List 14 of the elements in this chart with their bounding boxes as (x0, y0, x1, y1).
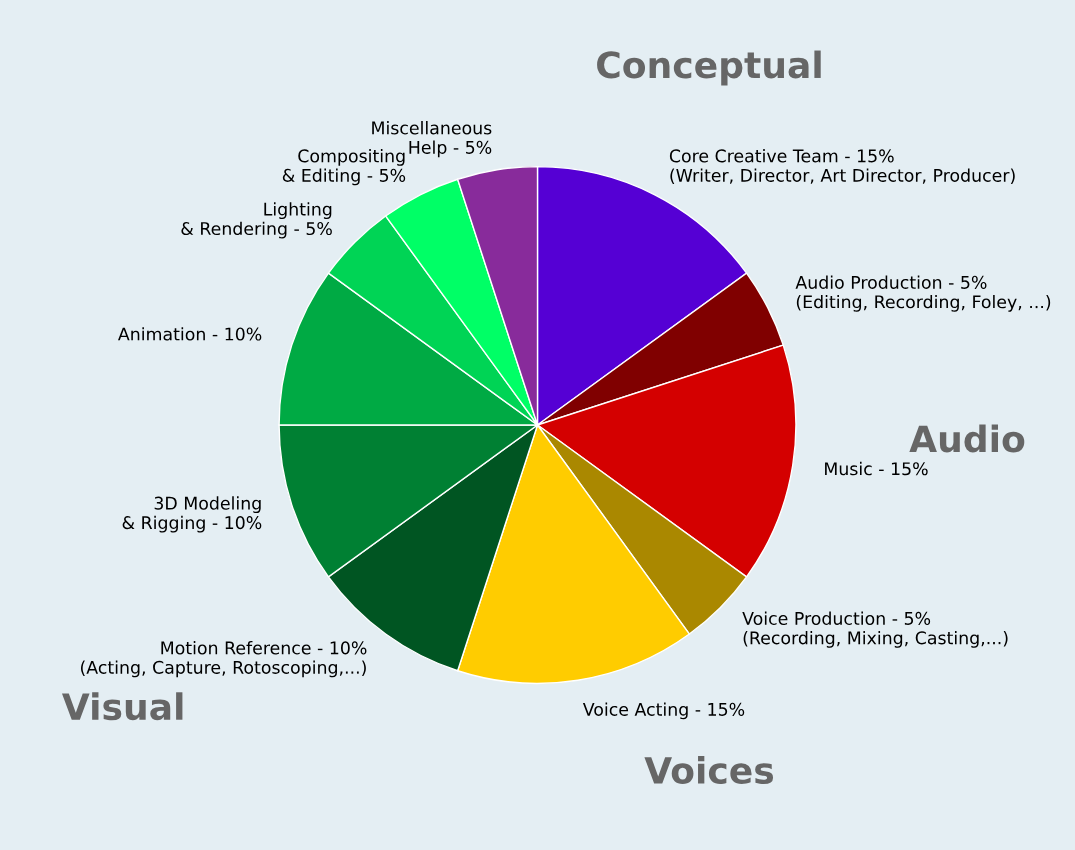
slice-label: Core Creative Team - 15% (Writer, Director, Art Director, Producer) (669, 149, 1015, 184)
slice-label: Animation - 10% (118, 327, 262, 341)
slice-label: Music - 15% (825, 461, 928, 476)
slice-label: Motion Reference - 10% (Acting, Capture, Rotoscoping,...) (80, 641, 367, 678)
slice-label: Audio Production - 5% (Editing, Recording, Foley, ...) (795, 275, 1051, 312)
slice-label: 3D Modeling & Rigging - 10% (122, 496, 262, 533)
slice-label: Voice Production - 5% (Recording, Mixing, Casting,...) (742, 611, 1008, 648)
slice-label: Compositing & Editing - 5% (282, 149, 406, 186)
text: Visual (61, 692, 183, 721)
slice-label: Lighting & Rendering - 5% (181, 202, 332, 239)
text: Audio (909, 424, 1025, 453)
slice-label: Voice Acting - 15% (582, 702, 745, 720)
text: Voices (644, 756, 774, 784)
text: Conceptual (597, 50, 821, 86)
